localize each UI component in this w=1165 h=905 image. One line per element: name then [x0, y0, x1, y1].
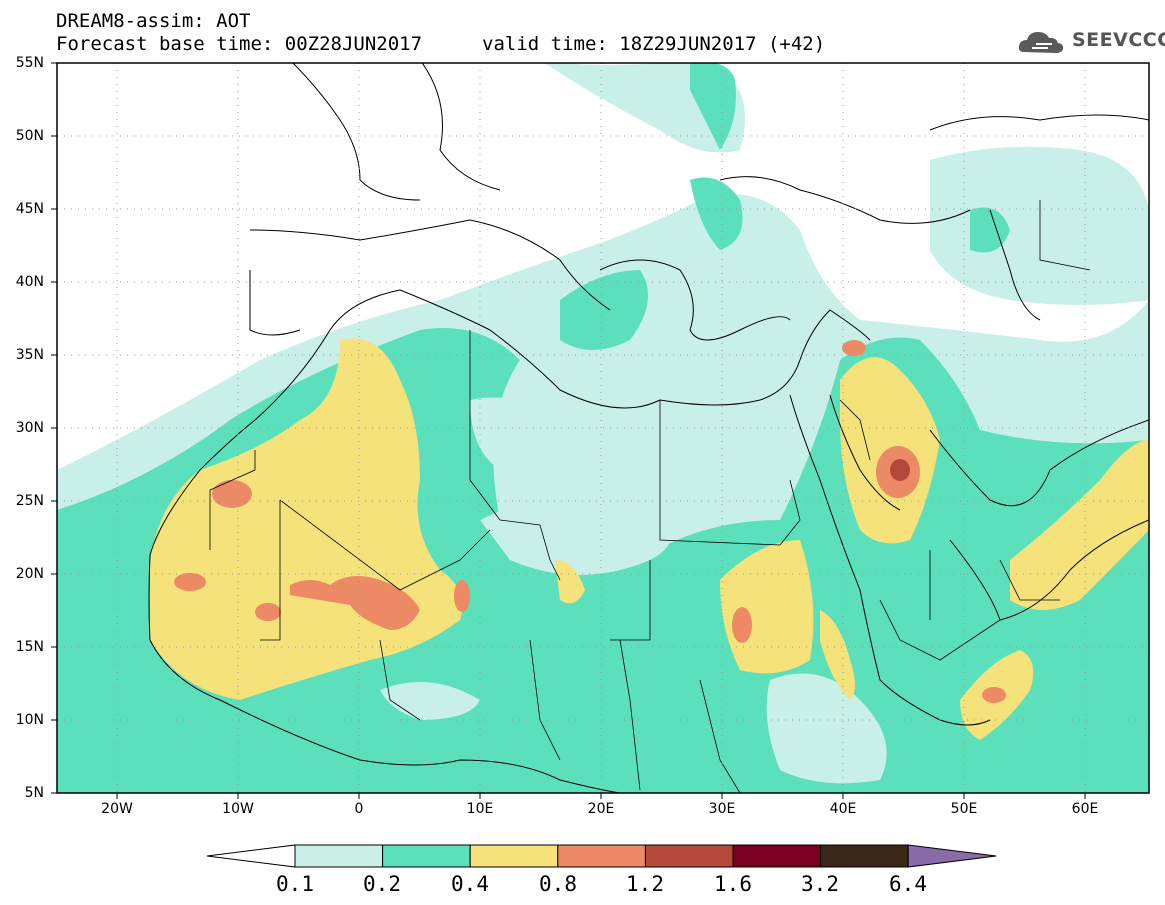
- lon-label: 20E: [587, 801, 615, 817]
- lat-label: 10N: [15, 712, 44, 728]
- lat-label: 40N: [15, 274, 44, 290]
- lat-label: 45N: [15, 201, 44, 217]
- lon-label: 0: [354, 801, 364, 817]
- lon-label: 20W: [101, 801, 133, 817]
- lat-label: 55N: [15, 55, 44, 71]
- lon-label: 30E: [708, 801, 736, 817]
- colorbar-label: 0.1: [276, 872, 314, 896]
- lat-label: 35N: [15, 347, 44, 363]
- lon-label: 50E: [950, 801, 978, 817]
- lon-ticks: [116, 793, 1086, 799]
- colorbar-label: 1.6: [714, 872, 752, 896]
- valid-time: valid time: 18Z29JUN2017 (+42): [482, 33, 826, 55]
- lat-label: 5N: [24, 785, 44, 801]
- colorbar-label: 1.2: [626, 872, 664, 896]
- lon-label: 10E: [466, 801, 494, 817]
- lon-label: 40E: [829, 801, 857, 817]
- lon-label: 60E: [1071, 801, 1099, 817]
- aot-band-0.8: [174, 340, 1006, 703]
- lat-label: 30N: [15, 420, 44, 436]
- graticule: [57, 63, 1149, 793]
- colorbar-label: 3.2: [801, 872, 839, 896]
- colorbar-label: 0.8: [539, 872, 577, 896]
- lat-label: 15N: [15, 639, 44, 655]
- colorbar-label: 6.4: [889, 872, 927, 896]
- coastlines: [148, 63, 1149, 793]
- logo-text: SEEVCCC: [1072, 29, 1165, 51]
- lat-label: 20N: [15, 566, 44, 582]
- lon-label: 10W: [222, 801, 254, 817]
- colorbar-label: 0.2: [363, 872, 401, 896]
- colorbar-label: 0.4: [451, 872, 489, 896]
- lat-label: 25N: [15, 493, 44, 509]
- forecast-base-time: Forecast base time: 00Z28JUN2017: [56, 33, 423, 55]
- aot-band-1.2: [890, 459, 910, 481]
- lat-ticks: [51, 62, 57, 794]
- lat-label: 50N: [15, 128, 44, 144]
- cloud-logo-icon: [1018, 32, 1064, 53]
- map-title: DREAM8-assim: AOT: [56, 10, 251, 32]
